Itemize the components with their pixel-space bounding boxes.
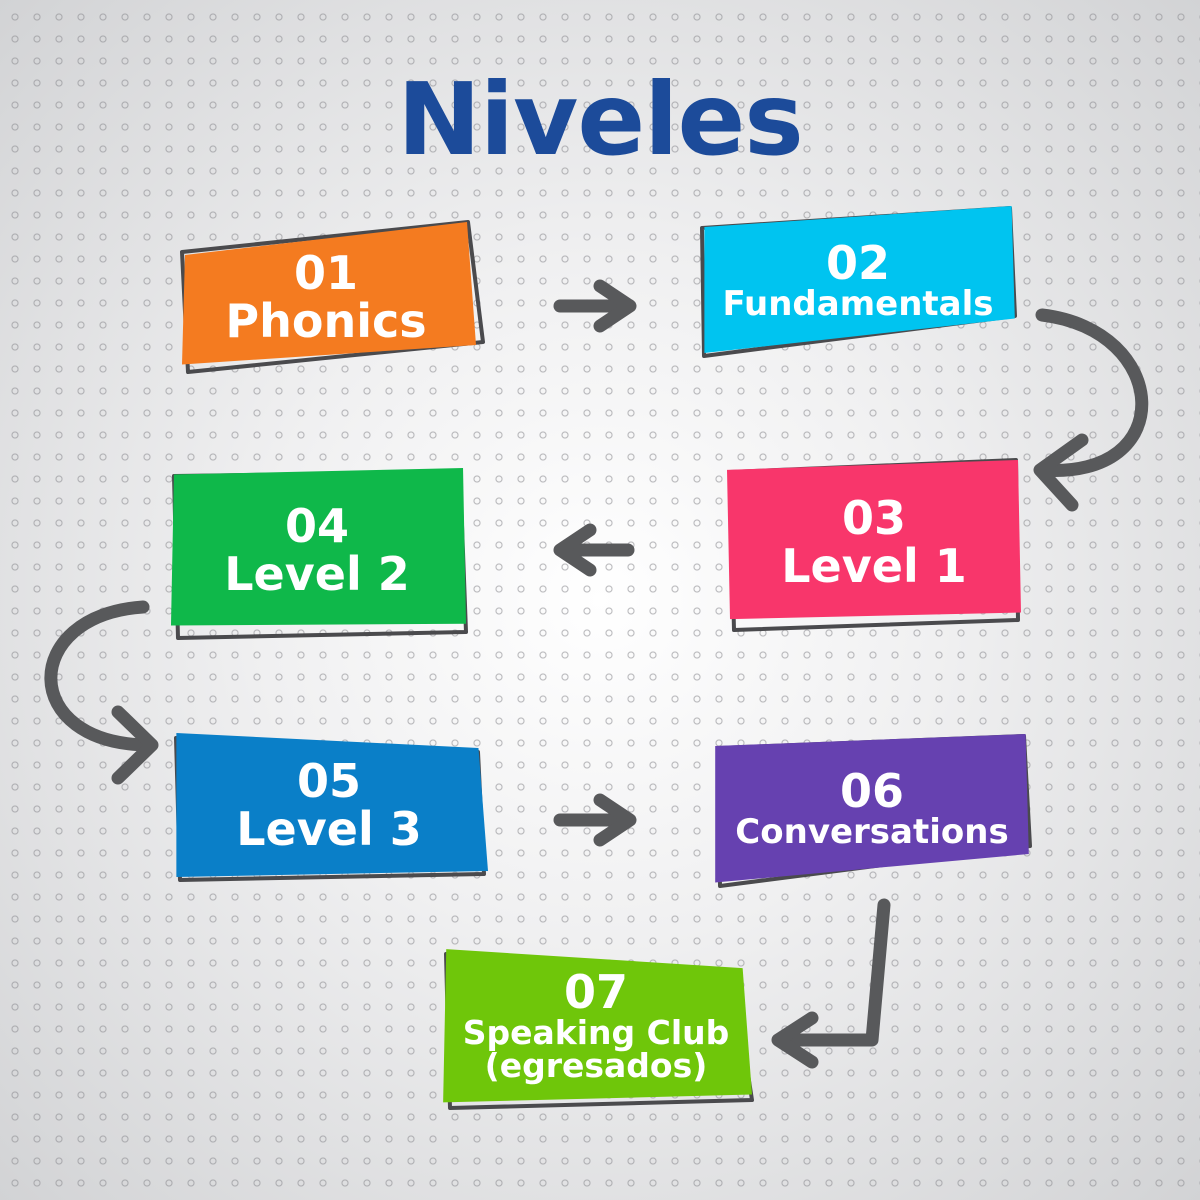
arrow-05-to-06 xyxy=(553,793,637,847)
level-number: 04 xyxy=(284,498,349,553)
level-number: 06 xyxy=(839,764,904,818)
arrow-03-to-04 xyxy=(553,523,635,577)
level-name: Level 1 xyxy=(781,539,967,593)
arrow-01-to-02 xyxy=(553,279,637,333)
level-card-05[interactable]: 05 Level 3 xyxy=(176,733,488,877)
arrow-02-to-03 xyxy=(1033,308,1149,512)
level-name: Fundamentals xyxy=(722,284,994,325)
level-number: 07 xyxy=(563,964,628,1019)
level-name: Conversations xyxy=(735,812,1009,853)
level-name: Level 2 xyxy=(224,547,410,601)
arrow-04-to-05 xyxy=(44,600,159,785)
level-number: 03 xyxy=(841,490,906,545)
level-card-07[interactable]: 07 Speaking Club (egresados) xyxy=(443,949,752,1103)
level-note: (egresados) xyxy=(484,1046,708,1086)
level-card-06[interactable]: 06 Conversations xyxy=(715,734,1029,883)
page-title: Niveles xyxy=(397,61,804,178)
level-number: 05 xyxy=(296,753,361,808)
level-card-03[interactable]: 03 Level 1 xyxy=(727,460,1021,620)
level-card-04[interactable]: 04 Level 2 xyxy=(170,468,466,626)
level-name: Speaking Club xyxy=(462,1013,730,1053)
level-name: Level 3 xyxy=(236,802,422,856)
level-number: 01 xyxy=(293,245,358,300)
level-name: Phonics xyxy=(225,294,427,348)
level-number: 02 xyxy=(825,236,890,290)
arrow-06-to-07 xyxy=(771,898,891,1069)
level-card-01[interactable]: 01 Phonics xyxy=(182,222,476,365)
level-card-02[interactable]: 02 Fundamentals xyxy=(704,206,1015,353)
